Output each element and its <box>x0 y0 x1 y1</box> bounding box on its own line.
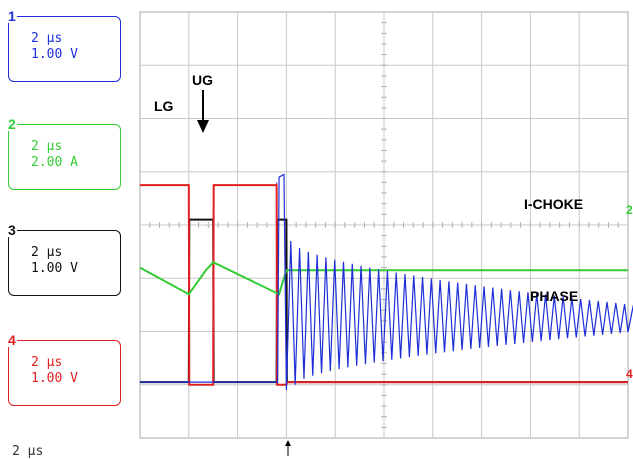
label-ug: UG <box>192 72 213 88</box>
channel-scale-text: 2 μs 2.00 A <box>31 139 78 170</box>
trigger-marker-head <box>285 440 291 446</box>
channel-number: 3 <box>7 222 17 238</box>
label-phase: PHASE <box>530 288 578 304</box>
ch2-offset-marker: 2 <box>626 203 633 217</box>
channel-number: 1 <box>7 8 17 24</box>
label-lg: LG <box>154 98 174 114</box>
channel-number: 2 <box>7 116 17 132</box>
ug-arrow-head <box>197 120 209 133</box>
label-i-choke: I-CHOKE <box>524 196 583 212</box>
ch4-offset-marker: 4 <box>626 367 633 381</box>
channel-scale-text: 2 μs 1.00 V <box>31 355 78 386</box>
channel-scale-text: 2 μs 1.00 V <box>31 31 78 62</box>
channel-3-box[interactable]: 3 2 μs 1.00 V <box>7 223 121 296</box>
timebase-readout: 2 μs <box>12 444 44 459</box>
channel-1-box[interactable]: 1 2 μs 1.00 V <box>7 9 121 82</box>
channel-number: 4 <box>7 332 17 348</box>
channel-4-box[interactable]: 4 2 μs 1.00 V <box>7 333 121 406</box>
trace-phase <box>140 173 633 391</box>
channel-scale-text: 2 μs 1.00 V <box>31 245 78 276</box>
channel-2-box[interactable]: 2 2 μs 2.00 A <box>7 117 121 190</box>
